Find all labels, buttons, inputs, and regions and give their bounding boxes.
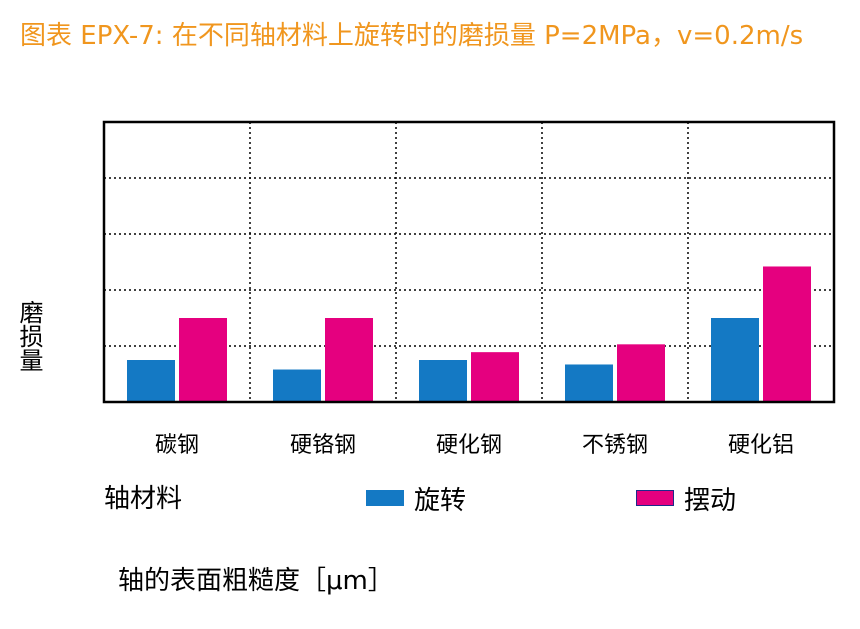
x-tick-label: 硬化钢 xyxy=(436,433,502,458)
bar-swing-0 xyxy=(179,318,227,402)
x-tick-label: 不锈钢 xyxy=(582,433,648,458)
bar-rotation-3 xyxy=(565,364,613,402)
bar-swing-1 xyxy=(325,318,373,402)
bars xyxy=(127,266,811,402)
legend-swatch-rotation xyxy=(366,490,404,506)
bar-swing-3 xyxy=(617,344,665,402)
legend-item-swing: 摆动 xyxy=(636,478,736,518)
legend-item-rotation: 旋转 xyxy=(366,478,466,518)
bar-swing-2 xyxy=(471,352,519,402)
x-tick-label: 硬化铝 xyxy=(728,433,794,458)
bar-rotation-4 xyxy=(711,318,759,402)
x-axis-label: 轴材料 xyxy=(104,484,183,514)
legend-label-rotation: 旋转 xyxy=(414,485,467,516)
x-tick-labels: 碳钢 硬铬钢 硬化钢 不锈钢 硬化铝 xyxy=(155,433,794,458)
bar-swing-4 xyxy=(763,266,811,402)
bar-rotation-2 xyxy=(419,360,467,402)
bar-rotation-1 xyxy=(273,369,321,402)
legend-swatch-swing xyxy=(636,490,674,506)
bar-rotation-0 xyxy=(127,360,175,402)
footer-note: 轴的表面粗糙度［μm］ xyxy=(118,566,394,596)
chart-title: 图表 EPX-7: 在不同轴材料上旋转时的磨损量 P=2MPa，v=0.2m/s xyxy=(20,21,804,51)
x-tick-label: 硬铬钢 xyxy=(290,433,356,458)
y-axis-label: 磨损量 xyxy=(15,300,43,372)
x-tick-label: 碳钢 xyxy=(155,433,199,458)
legend-label-swing: 摆动 xyxy=(684,485,737,516)
plot-frame xyxy=(102,120,836,404)
